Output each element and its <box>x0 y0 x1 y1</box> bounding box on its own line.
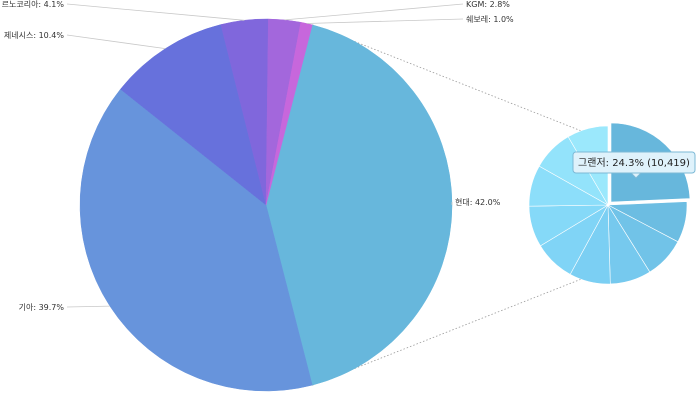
label-line <box>284 3 464 21</box>
slice-label: 르노코리아: 4.1% <box>2 0 65 9</box>
label-line <box>306 18 464 24</box>
slice-labels: 현대: 42.0% 기아: 39.7% 제네시스: 10.4% 르노코리아: 4.1%… <box>2 0 514 312</box>
slice-label: 기아: 39.7% <box>19 302 65 312</box>
connector-line <box>312 24 582 132</box>
slice-kia[interactable] <box>79 88 313 392</box>
tooltip: 그랜저: 24.3% (10,419) <box>572 151 696 179</box>
slice-label: 제네시스: 10.4% <box>4 31 64 40</box>
drilldown-connector-lines <box>312 24 582 386</box>
slice-genesis[interactable] <box>120 24 267 206</box>
slice-label: 현대: 42.0% <box>455 198 501 207</box>
tooltip-box <box>572 151 696 174</box>
label-line <box>66 305 110 308</box>
connector-line <box>312 278 582 386</box>
label-line <box>66 34 166 49</box>
drilldown-pie <box>528 122 691 285</box>
label-line <box>66 3 245 21</box>
tooltip-text: 그랜저: 24.3% (10,419) <box>578 157 690 169</box>
label-lines <box>66 3 464 308</box>
slice-label: 쉐보레: 1.0% <box>466 14 514 24</box>
slice-chevrolet[interactable] <box>265 21 313 206</box>
slice-label: KGM: 2.8% <box>466 0 510 9</box>
main-pie <box>79 18 453 392</box>
